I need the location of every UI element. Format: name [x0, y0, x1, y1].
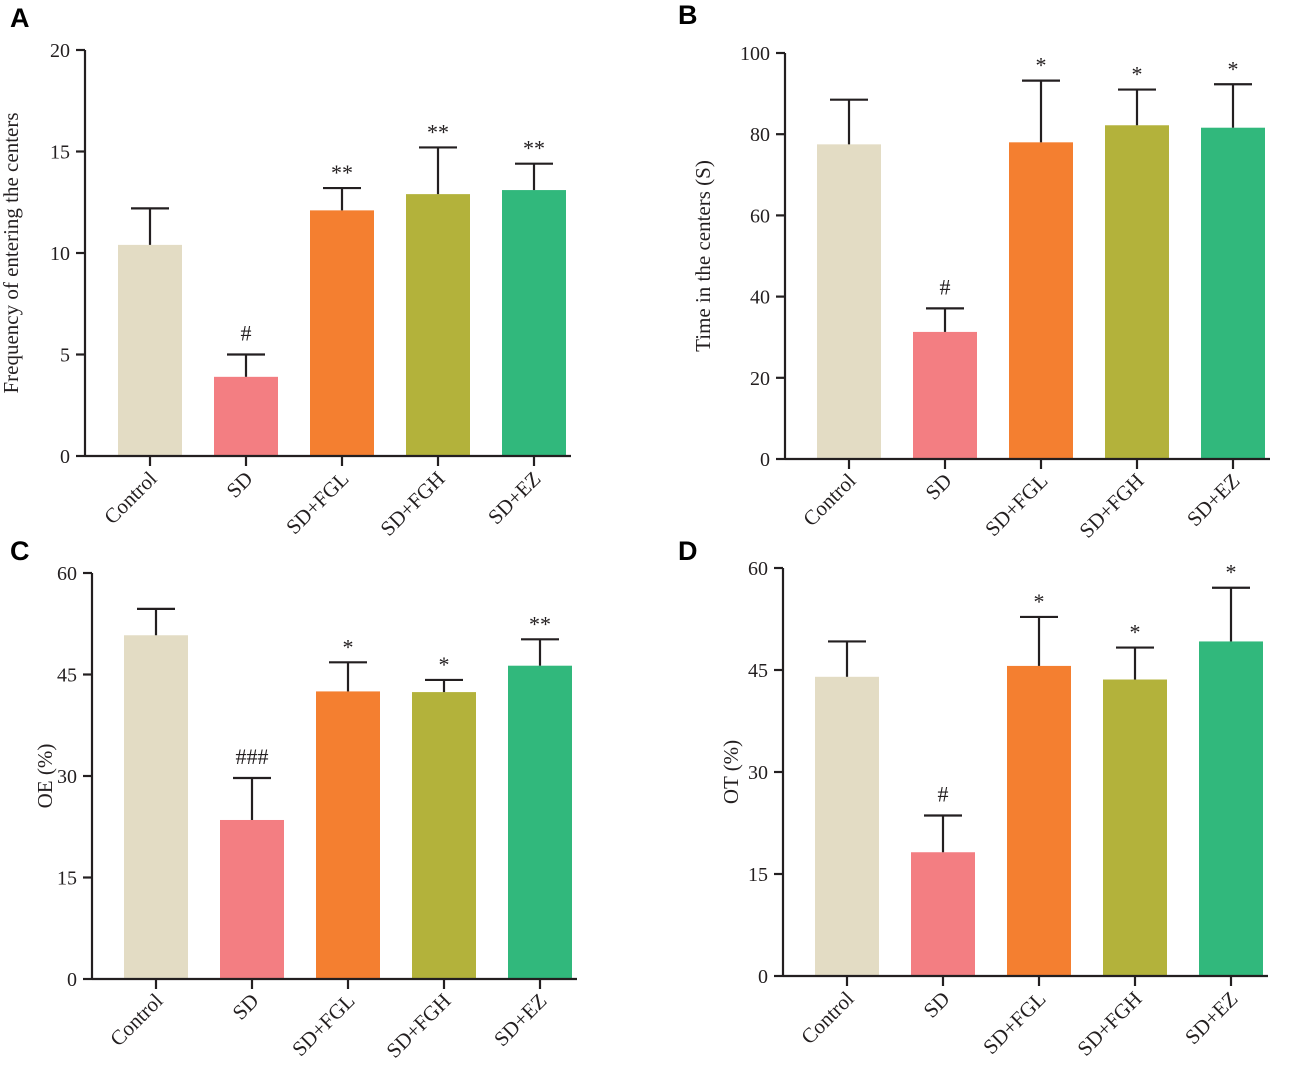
panel-b-category-label-3: SD+FGL	[980, 469, 1052, 541]
panel-a-significance-3: **	[331, 160, 353, 185]
panel-c-letter: C	[10, 536, 30, 566]
panel-a-category-label-3: SD+FGL	[281, 467, 353, 539]
panel-c-category-label-4: SD+FGH	[381, 989, 455, 1063]
panel-d-bar-3	[1007, 665, 1071, 976]
panel-c-y-tick-label-1: 15	[57, 868, 77, 890]
panel-d-bar-5	[1199, 641, 1263, 976]
panel-a-y-tick-label-1: 5	[60, 345, 70, 367]
panel-c-category-label-1: Control	[105, 988, 167, 1050]
panel-a-y-tick-label-3: 15	[50, 142, 70, 164]
panel-a-category-label-4: SD+FGH	[375, 467, 449, 541]
panel-b-y-tick-label-4: 80	[750, 124, 770, 146]
panel-d-significance-2: #	[938, 782, 949, 807]
panel-d-y-tick-label-2: 30	[748, 762, 768, 784]
panel-b-significance-3: *	[1036, 53, 1047, 78]
panel-d-category-label-3: SD+FGL	[978, 987, 1050, 1059]
panel-b-category-label-4: SD+FGH	[1074, 469, 1148, 543]
panel-b-y-tick-label-3: 60	[750, 205, 770, 227]
panel-b-bar-1	[817, 144, 881, 459]
panel-c-significance-4: *	[439, 652, 450, 677]
panel-c-significance-2: ###	[236, 744, 269, 769]
panel-b-bar-5	[1201, 127, 1265, 459]
panel-c-bar-4	[412, 692, 476, 979]
panel-d-category-label-2: SD	[919, 987, 955, 1023]
panel-c-category-label-3: SD+FGL	[287, 989, 359, 1061]
panel-b-y-tick-label-1: 20	[750, 368, 770, 390]
panel-d-y-tick-label-3: 45	[748, 660, 768, 682]
panel-a-category-label-1: Control	[99, 466, 161, 528]
panel-d-significance-5: *	[1226, 560, 1237, 585]
panel-c-bar-3	[316, 691, 380, 979]
panel-d-bar-4	[1103, 679, 1167, 976]
panel-a-significance-4: **	[427, 119, 449, 144]
panel-c-bar-1	[124, 635, 188, 979]
panel-a-y-axis-title: Frequency of entering the centers	[0, 112, 23, 393]
panel-a-bar-1	[118, 244, 182, 456]
panel-c-y-tick-label-0: 0	[67, 969, 77, 991]
panel-d-y-axis-title: OT (%)	[719, 740, 743, 804]
panel-b-category-label-2: SD	[921, 469, 957, 505]
panel-a-category-label-2: SD	[222, 467, 258, 503]
panel-a-significance-5: **	[523, 136, 545, 161]
panel-d-significance-3: *	[1034, 589, 1045, 614]
panel-d-y-tick-label-0: 0	[758, 966, 768, 988]
panel-c-y-tick-label-2: 30	[57, 766, 77, 788]
panel-b-bar-4	[1105, 125, 1169, 459]
panel-c-y-axis-title: OE (%)	[33, 744, 57, 809]
panel-d-category-label-5: SD+EZ	[1180, 987, 1242, 1049]
panel-c-y-tick-label-3: 45	[57, 665, 77, 687]
panel-a-y-tick-label-2: 10	[50, 243, 70, 265]
panel-d-significance-4: *	[1130, 620, 1141, 645]
panel-a-significance-2: #	[241, 321, 252, 346]
panel-a-category-label-5: SD+EZ	[483, 467, 545, 529]
panel-d-y-tick-label-4: 60	[748, 558, 768, 580]
panel-c-category-label-2: SD	[228, 989, 264, 1025]
panel-a-y-tick-label-4: 20	[50, 40, 70, 62]
panel-d-category-label-4: SD+FGH	[1072, 987, 1146, 1061]
panel-b-letter: B	[678, 0, 698, 30]
panel-b-category-label-1: Control	[798, 468, 860, 530]
panel-a-y-tick-label-0: 0	[60, 446, 70, 468]
panel-d-category-label-1: Control	[796, 986, 858, 1048]
panel-a-bar-2	[214, 376, 278, 456]
panel-b-significance-5: *	[1228, 56, 1239, 81]
panel-b-bar-3	[1009, 142, 1073, 459]
panel-b-bar-2	[913, 331, 977, 459]
panel-b-y-tick-label-0: 0	[760, 449, 770, 471]
panel-a-bar-5	[502, 190, 566, 456]
panel-b-y-tick-label-2: 40	[750, 287, 770, 309]
panel-c-significance-5: **	[529, 611, 551, 636]
panel-a-bar-4	[406, 194, 470, 456]
panel-b-category-label-5: SD+EZ	[1182, 469, 1244, 531]
panel-c-y-tick-label-4: 60	[57, 563, 77, 585]
panel-a-letter: A	[10, 3, 30, 33]
panel-b-significance-4: *	[1132, 62, 1143, 87]
panel-d-bar-2	[911, 852, 975, 976]
panel-d-bar-1	[815, 676, 879, 976]
panel-d-letter: D	[678, 536, 698, 566]
panel-c-significance-3: *	[343, 634, 354, 659]
panel-c-bar-2	[220, 819, 284, 979]
panel-b-y-tick-label-5: 100	[740, 43, 770, 65]
panel-a-bar-3	[310, 210, 374, 456]
panel-c-category-label-5: SD+EZ	[489, 989, 551, 1051]
panel-b-significance-2: #	[940, 274, 951, 299]
panel-b-y-axis-title: Time in the centers (S)	[691, 160, 715, 352]
panel-c-bar-5	[508, 665, 572, 979]
panel-d-y-tick-label-1: 15	[748, 864, 768, 886]
